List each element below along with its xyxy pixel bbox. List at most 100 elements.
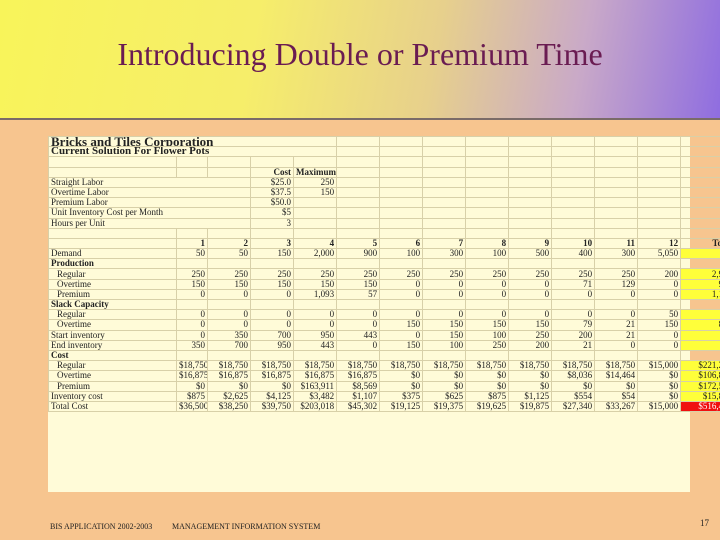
value-cell: $18,750 [336,360,381,372]
value-cell: 0 [465,288,510,301]
value-cell: 350 [207,329,251,341]
slide-header [0,0,720,118]
value-cell: $172,500 [680,380,720,392]
empty-cell [551,166,596,178]
param-row: Straight Labor $25.0 250 [48,176,720,188]
value-cell: $16,875 [336,370,381,382]
param-cost: $37.5 [250,186,294,199]
value-cell: 50 [176,248,208,260]
data-row: Premium $0 $0 $0 $163,911 $8,569 $0 $0 $0 $0 $0 $0 $… [48,380,720,392]
value-cell: 0 [594,288,639,301]
value-cell: $875 [465,390,510,402]
empty-cell [551,349,596,362]
empty-cell [336,156,381,168]
value-cell: $38,250 [207,400,251,413]
param-max [292,207,338,219]
empty-cell [465,298,510,311]
row-label: End inventory [48,339,177,351]
empty-cell [207,227,251,239]
empty-cell [594,197,639,209]
empty-cell [422,166,467,178]
value-cell: 250 [465,268,510,280]
empty-cell [508,146,553,158]
slide-title: Introducing Double or Premium Time [117,36,603,72]
empty-cell [637,197,682,209]
empty-cell [637,349,682,362]
empty-cell [637,176,682,188]
value-cell: $18,750 [551,360,596,372]
value-cell: 443 [292,339,338,351]
value-cell: 0 [207,309,251,321]
empty-cell [465,349,510,362]
empty-cell [176,258,208,270]
value-cell: 250 [422,268,467,280]
value-cell: 150 [379,319,424,331]
value-cell: 900 [336,248,381,260]
value-cell: $36,500 [176,400,208,413]
empty-cell [336,217,381,229]
value-cell: $27,340 [551,400,596,413]
empty-cell [250,298,294,311]
empty-cell [680,298,720,311]
value-cell: 950 [292,329,338,341]
value-cell: $1,125 [508,390,553,402]
value-cell: 300 [422,248,467,260]
data-row: Production [48,258,720,270]
month-header: 8 [465,237,510,250]
empty-cell [422,156,467,168]
value-cell: 150 [422,329,467,341]
param-label: Unit Inventory Cost per Month [48,207,251,219]
spreadsheet-table: Bricks and Tiles Corporation Current Solu… [47,135,720,413]
value-cell: $18,750 [207,360,251,372]
value-cell: 950 [680,278,720,290]
page-number: 17 [700,518,709,528]
value-cell: 0 [465,309,510,321]
value-cell: 0 [422,278,467,290]
row-label: Production [48,258,177,270]
empty-cell [336,349,381,362]
month-header: Total [680,237,720,250]
value-cell: 71 [551,278,596,290]
value-cell: 0 [637,339,682,351]
row-label: Regular [48,309,177,321]
empty-cell [465,197,510,209]
value-cell: 0 [508,288,553,301]
row-label: Total Cost [48,400,177,413]
value-cell: 1,093 [292,288,338,301]
param-cost: $50.0 [250,197,294,209]
value-cell: 350 [176,339,208,351]
value-cell: $15,000 [637,400,682,413]
empty-cell [422,298,467,311]
value-cell: 250 [508,329,553,341]
value-cell: 0 [176,309,208,321]
value-cell: $163,911 [292,380,338,392]
empty-cell [637,186,682,199]
empty-cell [465,146,510,158]
header-divider [0,118,720,120]
value-cell: $18,750 [250,360,294,372]
empty-cell [465,258,510,270]
value-cell: $39,750 [250,400,294,413]
empty-cell [379,186,424,199]
empty-cell [176,227,208,239]
value-cell: $15,822 [680,390,720,402]
empty-cell [594,166,639,178]
empty-cell [637,258,682,270]
empty-cell [379,156,424,168]
empty-cell [48,156,177,168]
empty-cell [594,207,639,219]
value-cell: 400 [551,248,596,260]
value-cell: 100 [465,248,510,260]
value-cell: $8,569 [336,380,381,392]
empty-cell [379,135,424,148]
data-row: Regular $18,750 $18,750 $18,750 $18,750 $18,7… [48,360,720,372]
empty-cell [250,156,294,168]
empty-cell [422,186,467,199]
value-cell: 0 [637,278,682,290]
param-label: Straight Labor [48,176,251,188]
param-label: Hours per Unit [48,217,251,229]
value-cell: 0 [250,309,294,321]
empty-cell [594,146,639,158]
empty-cell [594,186,639,199]
spreadsheet: Bricks and Tiles Corporation Current Solu… [47,135,720,492]
